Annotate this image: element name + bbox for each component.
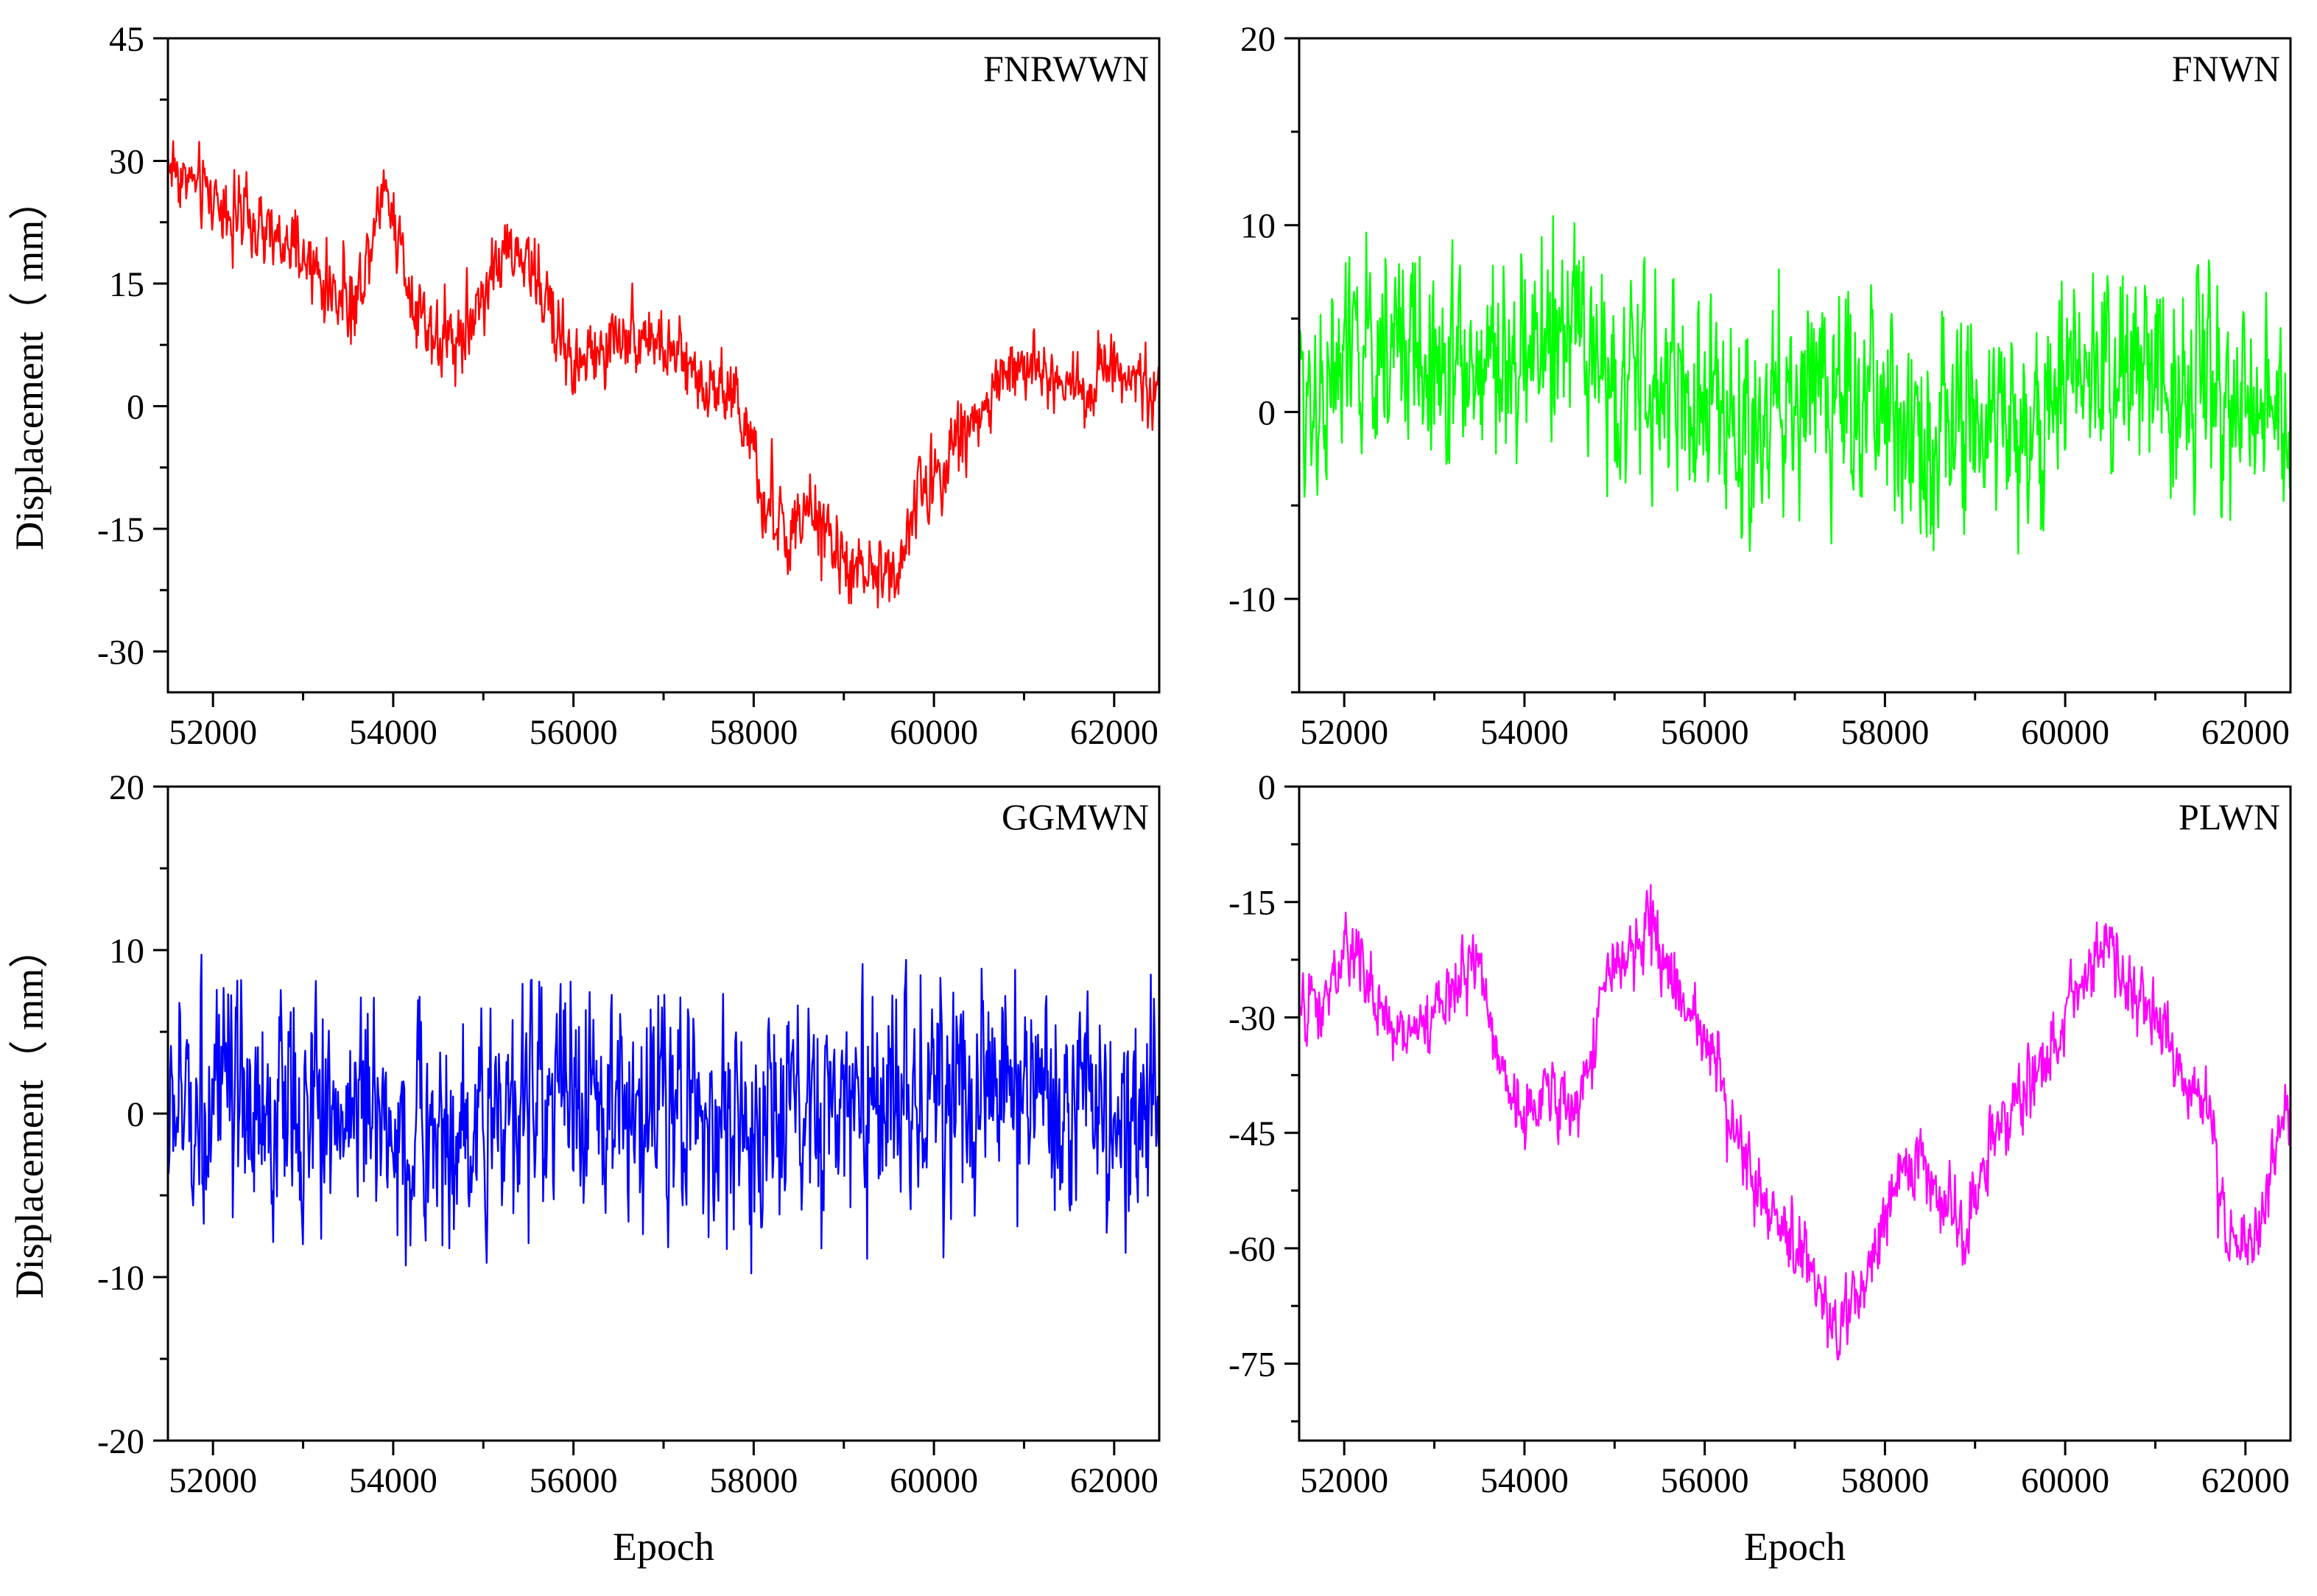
plot-frame	[1298, 37, 2292, 694]
x-tick-label: 52000	[1300, 1461, 1388, 1500]
x-axis-label: Epoch	[613, 1525, 714, 1569]
y-tick-label: 10	[1240, 207, 1276, 246]
tick-labels: 52000 54000 56000 58000 60000 62000 -20 -10 0 10 2…	[97, 768, 1158, 1500]
axis-ticks	[1284, 785, 2247, 1455]
x-tick-label: 56000	[1661, 1461, 1749, 1500]
y-tick-label: -10	[1228, 580, 1276, 619]
axis-ticks	[153, 785, 1116, 1455]
plot-frame	[166, 37, 1161, 694]
y-tick-label: -30	[1228, 999, 1276, 1038]
panel-tag: FNRWWN	[983, 48, 1149, 89]
y-tick-label: 0	[1258, 768, 1276, 807]
tick-labels: 52000 54000 56000 58000 60000 62000 -30 -15 0 15 3…	[97, 20, 1158, 752]
x-tick-label: 54000	[349, 713, 437, 752]
x-tick-label: 56000	[530, 713, 618, 752]
x-tick-label: 62000	[2201, 713, 2290, 752]
y-tick-label: 30	[109, 143, 144, 182]
chart-panel-ggmwn: 52000 54000 56000 58000 60000 62000 -20 -10 0 10 2…	[7, 768, 1161, 1569]
y-tick-label: -15	[97, 510, 144, 549]
x-tick-label: 62000	[1070, 713, 1158, 752]
axis-ticks	[153, 37, 1116, 707]
tick-labels: 52000 54000 56000 58000 60000 62000 -75 -60 -45 -…	[1228, 768, 2290, 1500]
y-tick-label: 0	[127, 1095, 144, 1134]
series-line-fnrwwn	[166, 140, 1161, 609]
x-tick-label: 62000	[1070, 1461, 1158, 1500]
series-line-plwn	[1298, 884, 2292, 1361]
panel-tag: PLWN	[2179, 796, 2280, 837]
x-tick-label: 58000	[1840, 1461, 1929, 1500]
y-tick-label: -30	[97, 633, 144, 672]
x-tick-label: 60000	[890, 713, 978, 752]
plot-frame	[166, 785, 1161, 1442]
x-tick-label: 60000	[2021, 1461, 2109, 1500]
y-tick-label: -75	[1228, 1346, 1276, 1385]
x-tick-label: 58000	[709, 713, 798, 752]
chart-panel-fnrwwn: 52000 54000 56000 58000 60000 62000 -30 -15 0 15 3…	[7, 20, 1161, 752]
tick-labels: 52000 54000 56000 58000 60000 62000 -10 0 10 20	[1228, 20, 2290, 752]
x-axis-label: Epoch	[1744, 1525, 1846, 1569]
panel-tag: FNWN	[2172, 48, 2280, 89]
x-tick-label: 52000	[169, 713, 257, 752]
x-tick-label: 62000	[2201, 1461, 2290, 1500]
y-axis-label: Displacement（ mm）	[7, 180, 52, 550]
series-line-fnwn	[1298, 215, 2292, 555]
y-tick-label: -45	[1228, 1114, 1276, 1153]
y-tick-label: -10	[97, 1259, 144, 1298]
x-tick-label: 52000	[169, 1461, 257, 1500]
y-tick-label: -60	[1228, 1230, 1276, 1269]
y-tick-label: 0	[1258, 393, 1276, 432]
x-tick-label: 54000	[1480, 713, 1569, 752]
x-tick-label: 60000	[2021, 713, 2109, 752]
y-tick-label: -20	[97, 1422, 144, 1461]
y-tick-label: 20	[1240, 20, 1276, 59]
series-line-ggmwn	[166, 954, 1161, 1275]
panel-tag: GGMWN	[1002, 796, 1149, 837]
y-tick-label: 15	[109, 265, 144, 304]
x-tick-label: 60000	[890, 1461, 978, 1500]
x-tick-label: 58000	[709, 1461, 798, 1500]
x-tick-label: 58000	[1840, 713, 1929, 752]
y-tick-label: 45	[109, 20, 144, 59]
plot-frame	[1298, 785, 2292, 1442]
x-tick-label: 56000	[1661, 713, 1749, 752]
y-axis-label: Displacement（ mm）	[7, 929, 52, 1298]
y-tick-label: 10	[109, 932, 144, 971]
x-tick-label: 54000	[1480, 1461, 1569, 1500]
x-tick-label: 52000	[1300, 713, 1388, 752]
y-tick-label: 20	[109, 768, 144, 807]
chart-panel-plwn: 52000 54000 56000 58000 60000 62000 -75 -60 -45 -…	[1228, 768, 2292, 1569]
x-tick-label: 54000	[349, 1461, 437, 1500]
x-tick-label: 56000	[530, 1461, 618, 1500]
y-tick-label: -15	[1228, 884, 1276, 923]
y-tick-label: 0	[127, 388, 144, 427]
chart-panel-fnwn: 52000 54000 56000 58000 60000 62000 -10 0 10 20 F…	[1228, 20, 2292, 752]
axis-ticks	[1284, 37, 2247, 707]
